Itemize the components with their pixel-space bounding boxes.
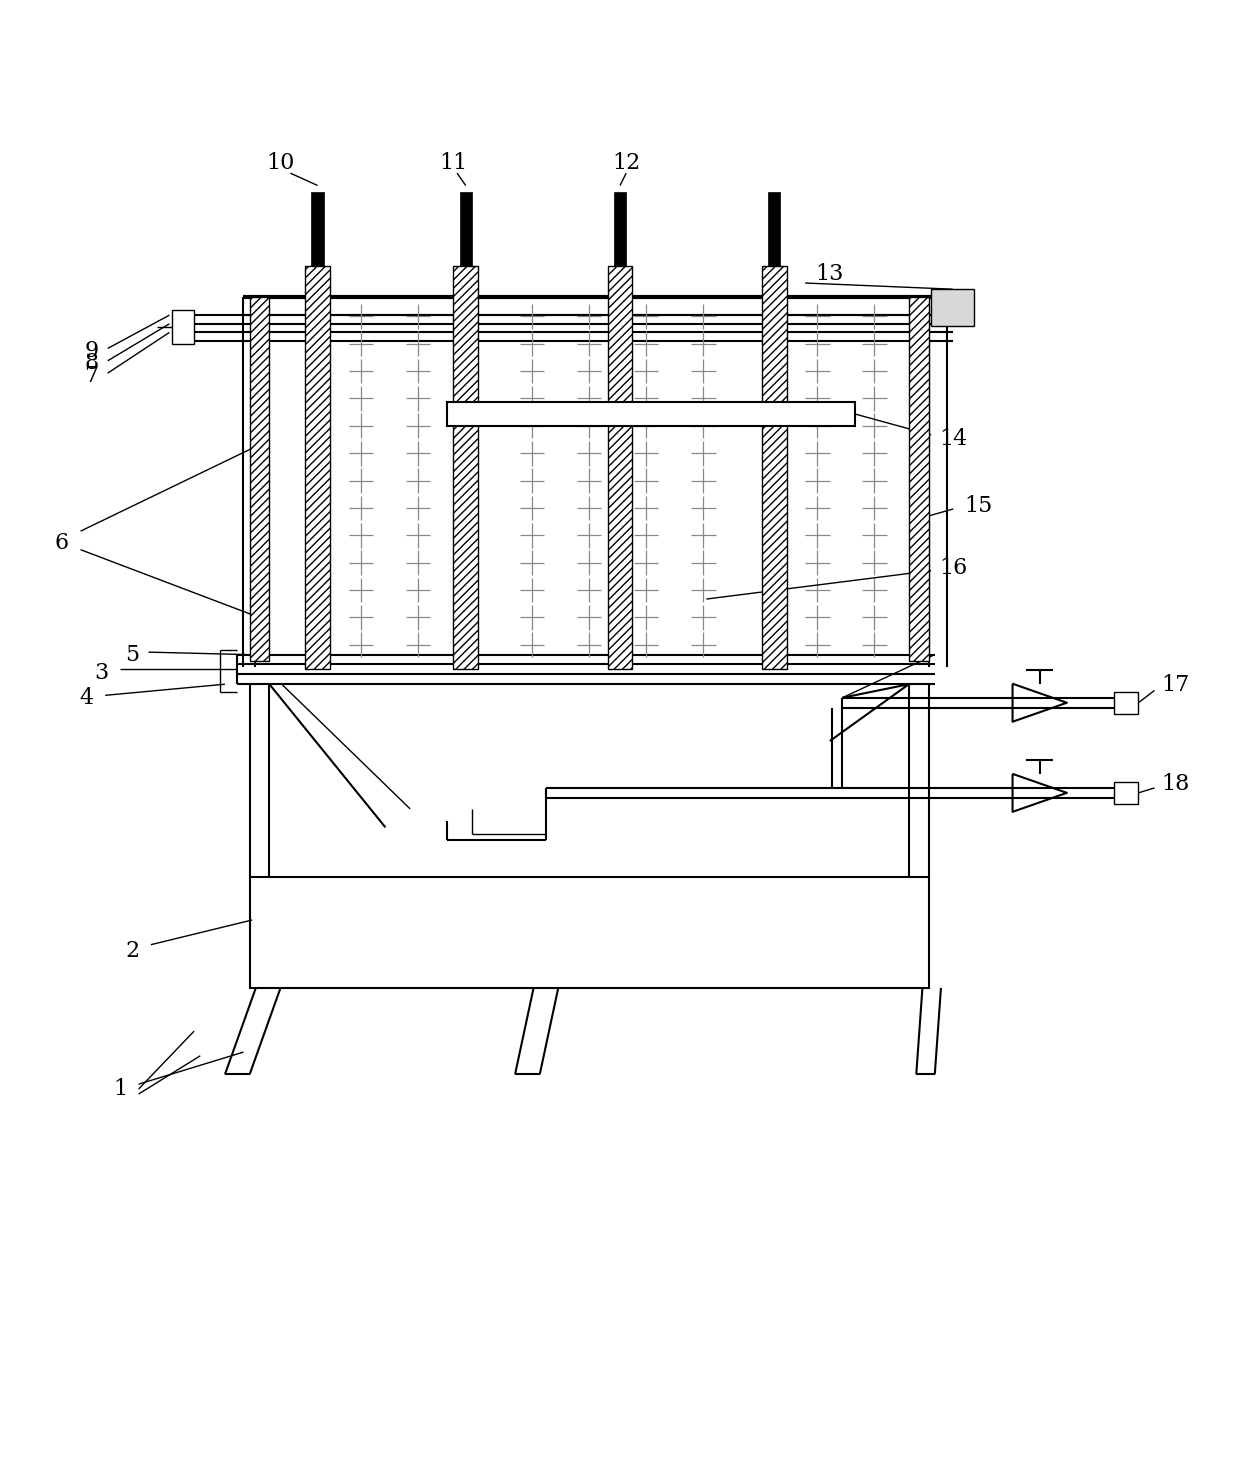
Text: 8: 8	[84, 353, 99, 375]
Text: 5: 5	[125, 643, 139, 665]
Text: 3: 3	[94, 662, 109, 685]
Text: 2: 2	[125, 940, 139, 962]
Bar	[311, 191, 324, 265]
Bar	[768, 191, 780, 265]
Text: 13: 13	[816, 264, 844, 286]
Bar	[448, 402, 854, 427]
Bar	[931, 289, 975, 326]
Text: 14: 14	[939, 428, 967, 449]
Bar	[1114, 692, 1138, 714]
Text: 6: 6	[55, 532, 69, 554]
Bar	[305, 265, 330, 670]
Bar	[614, 191, 626, 265]
Text: 17: 17	[1162, 674, 1189, 697]
Bar	[1114, 781, 1138, 803]
Bar	[909, 296, 929, 661]
Text: 15: 15	[963, 495, 992, 517]
Bar	[454, 265, 479, 670]
Text: 12: 12	[613, 153, 640, 175]
Bar	[608, 265, 632, 670]
Bar	[172, 310, 195, 344]
Text: 4: 4	[79, 686, 94, 708]
Text: 7: 7	[84, 365, 99, 387]
Text: 10: 10	[267, 153, 295, 175]
Bar	[761, 265, 786, 670]
Text: 18: 18	[1162, 774, 1189, 796]
Text: 9: 9	[84, 339, 99, 362]
Bar	[249, 877, 929, 988]
Text: 11: 11	[439, 153, 467, 175]
Text: 1: 1	[113, 1077, 128, 1100]
Bar	[249, 296, 269, 661]
Bar	[460, 191, 472, 265]
Text: 16: 16	[939, 557, 967, 579]
